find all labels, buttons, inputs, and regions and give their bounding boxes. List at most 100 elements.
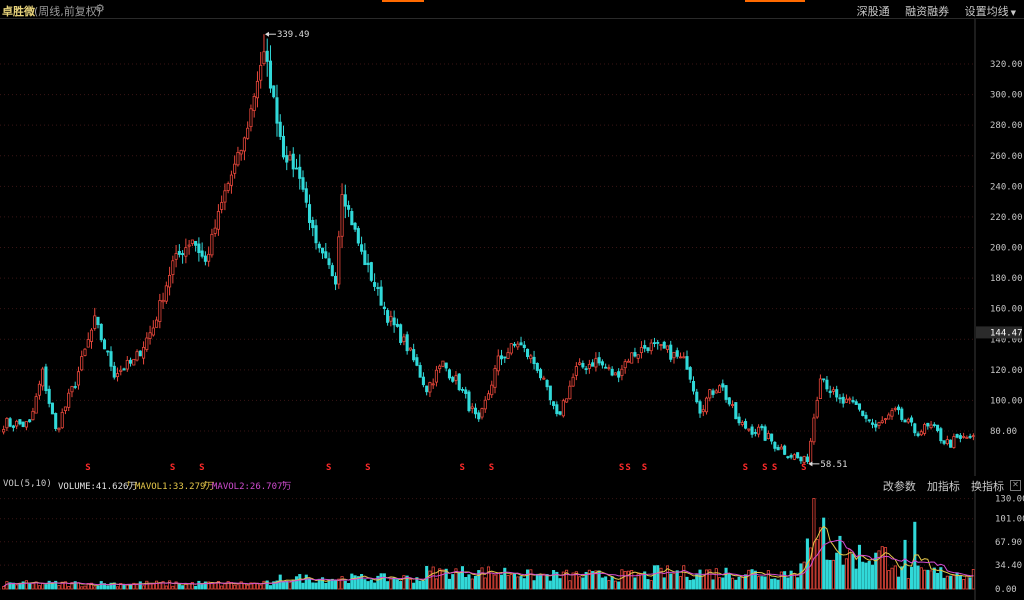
- candle[interactable]: [275, 84, 279, 137]
- volume-bar[interactable]: [539, 574, 543, 590]
- volume-bar[interactable]: [89, 582, 94, 590]
- volume-bar[interactable]: [600, 577, 604, 590]
- volume-bar[interactable]: [233, 584, 237, 590]
- candle[interactable]: [799, 456, 803, 464]
- candle[interactable]: [783, 444, 787, 456]
- candle[interactable]: [304, 181, 308, 208]
- volume-bar[interactable]: [936, 572, 940, 590]
- candle[interactable]: [724, 385, 728, 403]
- candle[interactable]: [750, 424, 754, 438]
- candle[interactable]: [395, 318, 399, 328]
- candle[interactable]: [669, 340, 673, 363]
- volume-bar[interactable]: [21, 581, 25, 590]
- candle[interactable]: [568, 380, 572, 400]
- candle[interactable]: [844, 394, 848, 403]
- candle[interactable]: [11, 424, 15, 432]
- volume-bar[interactable]: [861, 561, 865, 590]
- candle[interactable]: [392, 310, 396, 333]
- volume-bar[interactable]: [708, 569, 712, 590]
- volume-bar[interactable]: [15, 584, 19, 590]
- volume-bar[interactable]: [724, 567, 728, 590]
- candle[interactable]: [2, 425, 6, 435]
- volume-bar[interactable]: [294, 576, 299, 590]
- candle[interactable]: [255, 71, 259, 108]
- candle[interactable]: [31, 407, 35, 421]
- volume-bar[interactable]: [119, 583, 123, 590]
- volume-bar[interactable]: [916, 565, 920, 590]
- volume-bar[interactable]: [216, 581, 220, 590]
- volume-bar[interactable]: [207, 581, 211, 590]
- candle[interactable]: [698, 399, 702, 418]
- candle[interactable]: [164, 281, 168, 304]
- volume-bar[interactable]: [939, 567, 943, 590]
- candle[interactable]: [737, 413, 741, 426]
- volume-bar[interactable]: [334, 580, 338, 590]
- volume-bar[interactable]: [652, 565, 657, 590]
- candle[interactable]: [949, 439, 953, 448]
- candle[interactable]: [418, 362, 422, 378]
- volume-bar[interactable]: [968, 577, 972, 590]
- candle[interactable]: [340, 183, 344, 249]
- volume-bar[interactable]: [317, 578, 321, 590]
- volume-bar[interactable]: [340, 576, 344, 590]
- volume-bar[interactable]: [665, 565, 670, 590]
- volume-bar[interactable]: [555, 571, 559, 590]
- volume-bar[interactable]: [73, 581, 77, 590]
- volume-bar[interactable]: [320, 577, 325, 590]
- candle[interactable]: [60, 408, 64, 429]
- candle[interactable]: [906, 417, 910, 424]
- candle[interactable]: [447, 368, 451, 381]
- candle[interactable]: [929, 420, 933, 430]
- volume-bar[interactable]: [522, 578, 526, 590]
- candle[interactable]: [132, 358, 136, 366]
- volume-bar[interactable]: [24, 580, 28, 590]
- candle[interactable]: [522, 341, 526, 353]
- candle[interactable]: [278, 114, 282, 140]
- volume-bar[interactable]: [145, 580, 149, 590]
- candle[interactable]: [259, 51, 263, 89]
- volume-bar[interactable]: [67, 586, 71, 590]
- candle[interactable]: [646, 347, 650, 354]
- volume-bar[interactable]: [734, 579, 738, 590]
- candle[interactable]: [630, 352, 634, 364]
- candle[interactable]: [825, 375, 829, 392]
- volume-bar[interactable]: [503, 567, 507, 590]
- candle[interactable]: [659, 344, 663, 351]
- volume-bar[interactable]: [373, 582, 377, 590]
- candle[interactable]: [317, 241, 321, 253]
- volume-bar[interactable]: [63, 581, 67, 590]
- volume-bar[interactable]: [796, 577, 800, 590]
- volume-bar[interactable]: [900, 566, 904, 590]
- candle[interactable]: [548, 385, 552, 405]
- volume-bar[interactable]: [753, 570, 757, 590]
- sell-marker[interactable]: S: [85, 463, 90, 473]
- candle[interactable]: [561, 398, 565, 418]
- volume-bar[interactable]: [704, 569, 709, 590]
- candle[interactable]: [818, 374, 822, 399]
- candle[interactable]: [226, 181, 230, 194]
- candle[interactable]: [942, 440, 946, 446]
- volume-bar[interactable]: [571, 572, 575, 590]
- candle[interactable]: [460, 387, 465, 393]
- volume-bar[interactable]: [675, 570, 679, 590]
- volume-bar[interactable]: [249, 582, 253, 590]
- volume-bar[interactable]: [636, 573, 640, 590]
- candle[interactable]: [652, 337, 657, 348]
- candle[interactable]: [467, 389, 471, 413]
- volume-bar[interactable]: [721, 577, 725, 590]
- candle[interactable]: [613, 372, 617, 376]
- volume-bar[interactable]: [926, 569, 930, 590]
- volume-bar[interactable]: [164, 585, 168, 590]
- volume-bar[interactable]: [639, 574, 643, 590]
- volume-bar[interactable]: [669, 573, 673, 590]
- candle[interactable]: [809, 438, 813, 466]
- candle[interactable]: [102, 338, 107, 350]
- candle[interactable]: [571, 373, 575, 387]
- candle[interactable]: [633, 347, 637, 358]
- candle[interactable]: [688, 366, 692, 383]
- volume-bar[interactable]: [223, 583, 227, 590]
- sell-marker[interactable]: S: [619, 463, 624, 473]
- gear-icon[interactable]: ⚙: [95, 2, 105, 15]
- candle[interactable]: [129, 357, 133, 367]
- candle[interactable]: [242, 136, 246, 161]
